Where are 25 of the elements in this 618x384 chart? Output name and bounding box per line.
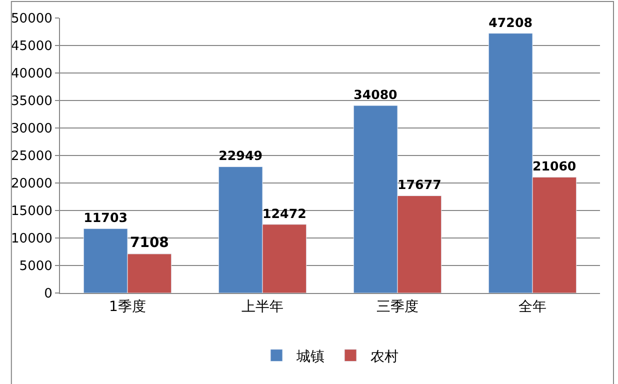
x-tick-label: 上半年 (242, 298, 284, 315)
data-label: 12472 (262, 206, 306, 221)
x-tick-label: 1季度 (109, 298, 146, 315)
y-tick-label: 10000 (11, 232, 52, 247)
data-label: 7108 (130, 234, 169, 251)
y-tick-label: 5000 (19, 259, 52, 274)
legend-label: 农村 (370, 348, 398, 365)
y-tick-label: 25000 (11, 149, 52, 164)
y-tick-label: 40000 (11, 66, 52, 82)
data-label: 21060 (532, 158, 576, 174)
y-tick-label: 45000 (11, 39, 52, 54)
data-label: 17677 (398, 177, 442, 192)
data-label: 22949 (218, 148, 262, 164)
x-tick-label: 三季度 (376, 298, 418, 315)
x-tick-label: 全年 (518, 298, 546, 315)
y-tick-label: 50000 (11, 12, 52, 27)
y-tick-label: 20000 (11, 176, 52, 192)
data-label: 34080 (354, 86, 398, 102)
y-tick-label: 15000 (11, 204, 52, 220)
y-tick-label: 35000 (11, 94, 52, 110)
y-tick-label: 0 (44, 286, 52, 302)
y-tick-label: 30000 (11, 122, 52, 137)
data-label: 11703 (84, 210, 128, 226)
data-label: 47208 (488, 14, 532, 30)
legend-label: 城镇 (296, 348, 324, 365)
